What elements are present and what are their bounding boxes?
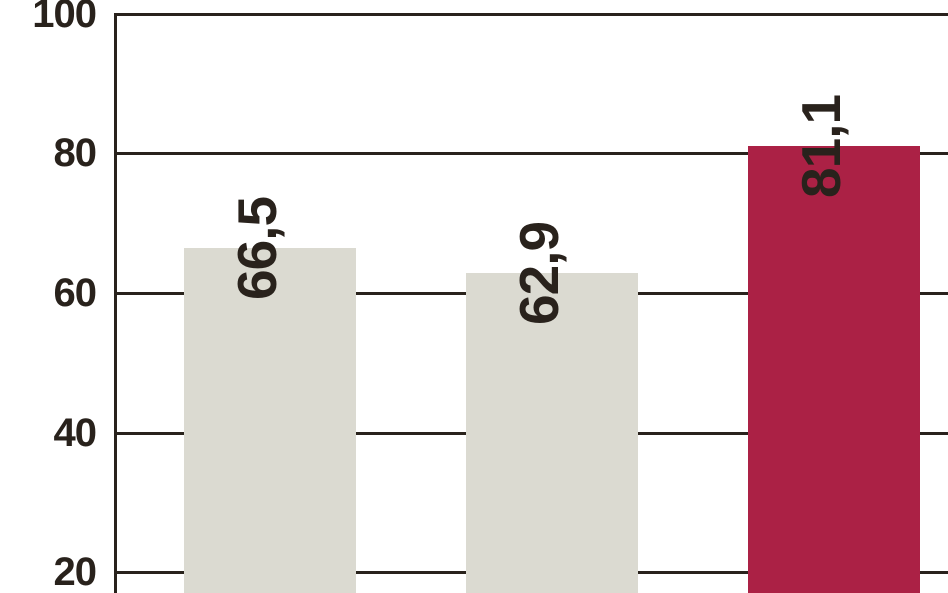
bar-value-label: 81,1	[789, 95, 853, 198]
bar-chart: 20 40 60 80 100 66,5 62,9 81,1	[0, 0, 948, 593]
y-axis	[114, 14, 117, 593]
bar-value-label: 66,5	[225, 197, 289, 300]
bar-value-label: 62,9	[507, 222, 571, 325]
y-tick-label: 60	[0, 271, 96, 316]
bar	[748, 146, 920, 593]
y-tick-label: 80	[0, 131, 96, 176]
gridline	[114, 13, 948, 16]
y-tick-label: 40	[0, 411, 96, 456]
y-tick-label: 20	[0, 550, 96, 593]
y-tick-label: 100	[0, 0, 96, 37]
